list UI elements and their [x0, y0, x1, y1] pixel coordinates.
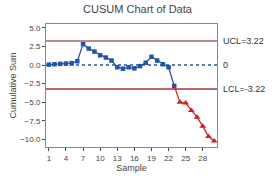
svg-text:7: 7 — [81, 154, 86, 163]
svg-text:28: 28 — [198, 154, 207, 163]
svg-text:13: 13 — [113, 154, 122, 163]
svg-text:16: 16 — [130, 154, 139, 163]
svg-text:19: 19 — [147, 154, 156, 163]
svg-text:10: 10 — [96, 154, 105, 163]
svg-text:−7.5: −7.5 — [25, 117, 41, 126]
svg-text:−5.0: −5.0 — [25, 98, 41, 107]
svg-text:0.0: 0.0 — [29, 61, 41, 70]
svg-text:25: 25 — [181, 154, 190, 163]
svg-text:LCL=-3.22: LCL=-3.22 — [223, 84, 265, 94]
svg-text:Sample: Sample — [116, 163, 147, 173]
svg-text:1: 1 — [47, 154, 52, 163]
svg-text:22: 22 — [164, 154, 173, 163]
svg-text:CUSUM Chart of Data: CUSUM Chart of Data — [83, 3, 193, 15]
svg-text:2.5: 2.5 — [29, 42, 41, 51]
svg-text:−2.5: −2.5 — [25, 79, 41, 88]
svg-text:4: 4 — [64, 154, 69, 163]
svg-text:Cumulative Sum: Cumulative Sum — [8, 52, 18, 118]
svg-text:UCL=3.22: UCL=3.22 — [223, 36, 264, 46]
svg-text:5.0: 5.0 — [29, 24, 41, 33]
svg-text:−10.0: −10.0 — [20, 135, 41, 144]
svg-text:0: 0 — [223, 60, 228, 70]
